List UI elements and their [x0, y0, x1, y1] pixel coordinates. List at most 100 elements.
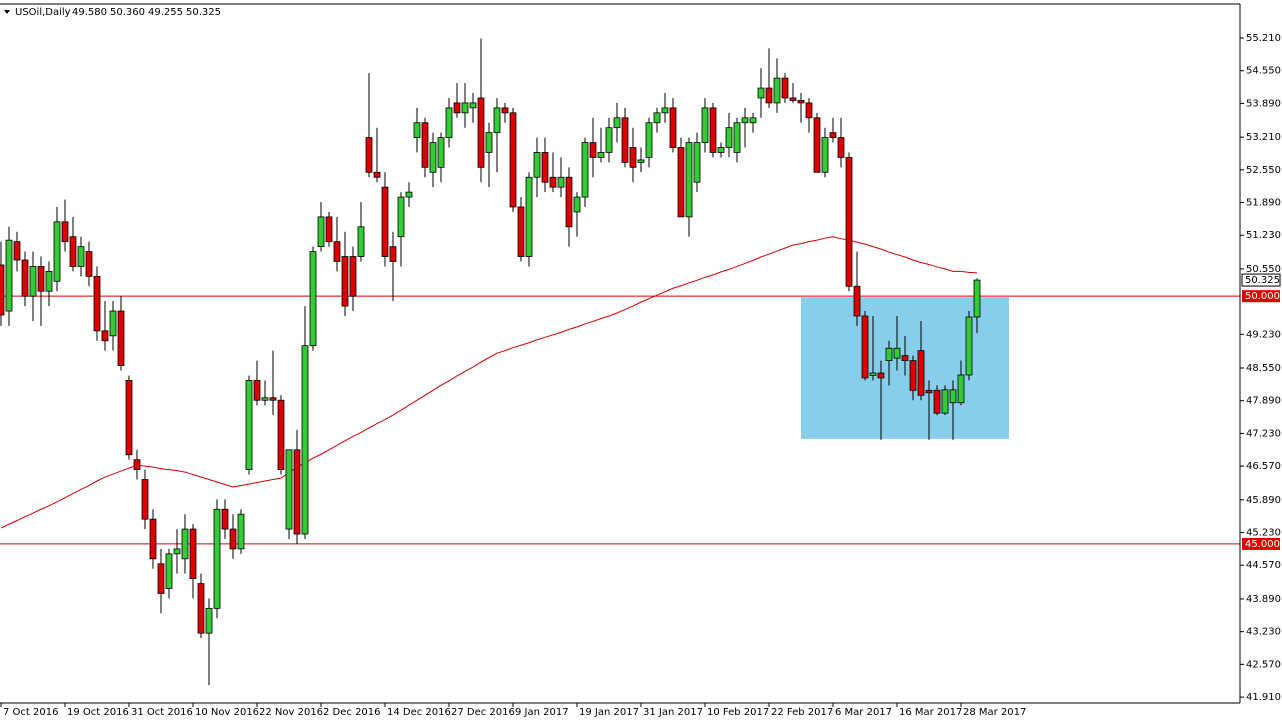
candle-body: [69, 236, 77, 267]
candle-body: [693, 142, 701, 183]
candle-body: [589, 142, 597, 158]
candle-body: [165, 553, 173, 589]
candle-body: [717, 147, 725, 153]
candle-body: [669, 107, 677, 148]
candle-body: [917, 350, 925, 396]
menu-arrow: [4, 10, 10, 14]
candle-body: [845, 157, 853, 287]
y-tick-label: 41.910: [1246, 692, 1281, 703]
y-tick-label: 49.230: [1246, 329, 1281, 340]
candle-body: [37, 266, 45, 292]
candle-body: [117, 310, 125, 366]
candle-body: [189, 528, 197, 580]
candle-body: [485, 132, 493, 153]
y-tick-label: 54.550: [1246, 66, 1281, 77]
candle-body: [413, 122, 421, 139]
candle-body: [221, 508, 229, 530]
candle-body: [21, 259, 29, 297]
x-tick-label: 27 Dec 2016: [451, 707, 515, 718]
candle-body: [101, 330, 109, 342]
candle-body: [821, 137, 829, 173]
candle-body: [133, 459, 141, 471]
candle-body: [309, 251, 317, 347]
candle-body: [933, 389, 941, 414]
candle-body: [333, 241, 341, 262]
candle-body: [349, 256, 357, 297]
candle-body: [941, 389, 949, 414]
x-tick-label: 31 Oct 2016: [131, 707, 193, 718]
candle-body: [973, 279, 981, 318]
candle-body: [949, 389, 957, 404]
candle-body: [653, 112, 661, 124]
candle-body: [837, 137, 845, 158]
candle-body: [885, 347, 893, 361]
candle-body: [637, 159, 645, 163]
candle-body: [301, 345, 309, 535]
candle-body: [493, 107, 501, 134]
candle-body: [909, 360, 917, 391]
candle-body: [13, 241, 21, 261]
candle-body: [213, 508, 221, 609]
candle-body: [277, 399, 285, 471]
quote-high: 50.360: [110, 7, 145, 18]
candle-body: [5, 239, 13, 312]
y-tick-label: 45.230: [1246, 528, 1281, 539]
candle-body: [861, 315, 869, 379]
candle-body: [621, 117, 629, 163]
x-tick-label: 2 Dec 2016: [323, 707, 381, 718]
candle-body: [549, 176, 557, 188]
candle-body: [629, 147, 637, 168]
candle-body: [765, 87, 773, 104]
y-tick-label: 51.230: [1246, 230, 1281, 241]
y-tick-label: 55.210: [1246, 33, 1281, 44]
candle-body: [85, 251, 93, 277]
candle-body: [245, 380, 253, 471]
candle-body: [453, 102, 461, 114]
candle-body: [877, 372, 885, 379]
candle-body: [445, 107, 453, 139]
candle-body: [173, 548, 181, 555]
candle-body: [901, 355, 909, 361]
candle-body: [605, 127, 613, 153]
candle-body: [77, 246, 85, 267]
candle-body: [325, 216, 333, 243]
candle-body: [853, 285, 861, 317]
candle-body: [565, 176, 573, 228]
candle-body: [797, 100, 805, 104]
candle-body: [237, 513, 245, 550]
candle-body: [293, 449, 301, 535]
y-tick-label: 46.570: [1246, 461, 1281, 472]
candle-body: [581, 142, 589, 198]
candle-body: [725, 127, 733, 148]
x-tick-label: 10 Nov 2016: [195, 707, 259, 718]
current-price-label: 50.325: [1245, 275, 1280, 286]
candle-body: [869, 372, 877, 376]
candle-body: [317, 216, 325, 248]
candle-body: [829, 132, 837, 139]
x-tick-label: 16 Mar 2017: [899, 707, 962, 718]
price-label-box: [1242, 537, 1280, 550]
candle-body: [645, 122, 653, 158]
y-tick-label: 45.890: [1246, 495, 1281, 506]
quote-low: 49.255: [148, 7, 183, 18]
candle-body: [397, 196, 405, 238]
candle-body: [965, 316, 973, 376]
candle-body: [805, 102, 813, 119]
candle-body: [661, 107, 669, 114]
candle-body: [709, 107, 717, 153]
x-tick-label: 7 Oct 2016: [3, 707, 58, 718]
price-label: 45.000: [1245, 539, 1280, 550]
candle-body: [749, 117, 757, 124]
candle-body: [341, 256, 349, 307]
candle-body: [0, 264, 5, 316]
candle-body: [613, 117, 621, 129]
candle-body: [517, 206, 525, 257]
y-tick-label: 47.230: [1246, 428, 1281, 439]
x-tick-label: 19 Jan 2017: [579, 707, 639, 718]
candle-body: [957, 374, 965, 404]
candle-body: [197, 583, 205, 634]
y-tick-label: 52.550: [1246, 165, 1281, 176]
x-tick-label: 10 Feb 2017: [707, 707, 769, 718]
